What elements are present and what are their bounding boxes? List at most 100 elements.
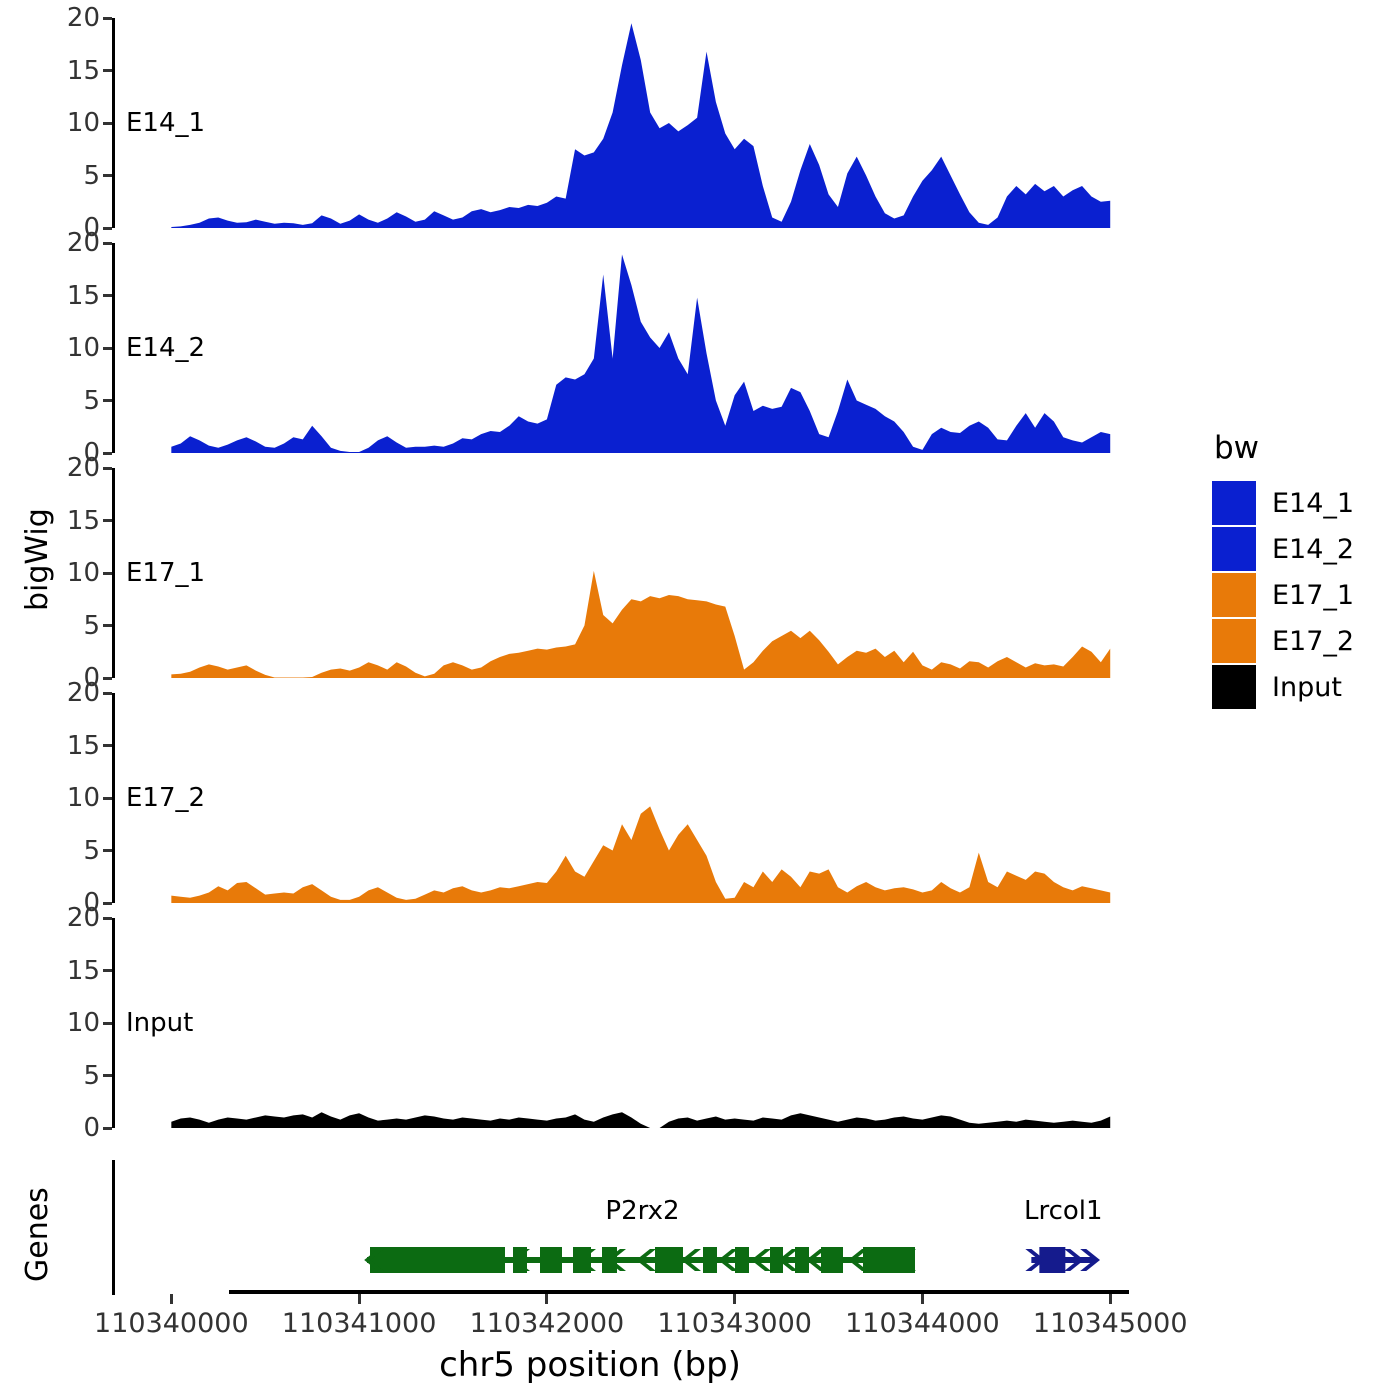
x-axis-title: chr5 position (bp)	[439, 1345, 741, 1385]
y-tick	[103, 16, 112, 20]
legend-swatch	[1212, 527, 1256, 571]
legend-item-input[interactable]: Input	[1212, 664, 1392, 710]
x-tick-label: 110342000	[469, 1308, 625, 1339]
gene-strand-arrow	[1025, 1249, 1046, 1271]
y-tick	[103, 1021, 112, 1025]
legend-item-e14_2[interactable]: E14_2	[1212, 526, 1392, 572]
gene-strand-arrow	[718, 1249, 738, 1271]
track-label-e17_2: E17_2	[126, 783, 206, 813]
gene-strand-arrow	[751, 1249, 771, 1271]
y-tick	[103, 69, 112, 72]
gene-strand-arrow	[806, 1249, 826, 1271]
genes-axis-line	[112, 1160, 115, 1295]
gene-strand-arrow	[576, 1249, 596, 1271]
track-label-e14_2: E14_2	[126, 333, 206, 363]
legend-title: bw	[1214, 430, 1260, 466]
y-tick-label: 0	[83, 1113, 100, 1143]
x-tick	[733, 1294, 737, 1304]
track-plot-area	[115, 468, 1129, 678]
gene-exon-p2rx2-5	[655, 1247, 683, 1273]
y-tick-label: 20	[66, 228, 100, 258]
y-tick	[103, 346, 112, 350]
y-tick-label: 0	[83, 663, 100, 693]
y-tick	[103, 121, 112, 125]
y-tick-label: 0	[83, 438, 100, 468]
track-label-e17_1: E17_1	[126, 558, 206, 588]
track-area-e17_2	[171, 806, 1111, 903]
track-panel-e14_2: 0 5 10 15 20 E14_2	[67, 228, 1129, 468]
track-area-input	[171, 1112, 1111, 1128]
gene-exon-p2rx2-0	[370, 1247, 505, 1273]
y-tick-label: 5	[83, 1060, 100, 1091]
y-tick	[103, 451, 112, 455]
y-tick-label: 20	[66, 903, 100, 933]
track-panel-e17_2: 0 5 10 15 20 E17_2	[67, 678, 1129, 918]
x-tick-label: 110341000	[281, 1308, 437, 1339]
y-tick	[103, 226, 112, 230]
y-tick	[103, 1126, 112, 1130]
gene-strand-arrow	[1080, 1249, 1100, 1271]
gene-exon-p2rx2-7	[735, 1247, 749, 1273]
legend-swatch	[1212, 481, 1256, 525]
y-tick	[103, 519, 112, 522]
y-tick-label: 5	[83, 385, 100, 416]
x-axis-line	[229, 1290, 1129, 1294]
y-tick-label: 10	[66, 108, 100, 138]
y-tick	[103, 294, 112, 297]
y-axis-line	[112, 468, 115, 678]
x-tick-label: 110343000	[657, 1308, 812, 1339]
legend-item-e17_1[interactable]: E17_1	[1212, 572, 1392, 618]
y-tick	[103, 174, 112, 177]
y-tick	[103, 969, 112, 972]
y-tick-label: 15	[66, 55, 100, 86]
y-tick	[103, 744, 112, 747]
y-axis-line	[112, 918, 115, 1128]
legend-label: E14_2	[1272, 533, 1355, 565]
legend: bw E14_1 E14_2 E17_1 E17_2 Input	[1212, 430, 1392, 710]
gene-strand-arrow	[848, 1249, 868, 1271]
track-panel-input: 0 5 10 15 20 Input	[67, 903, 1129, 1143]
x-axis: 110340000 110341000 110342000 110343000 1103…	[94, 1290, 1188, 1339]
gene-exon-p2rx2-9	[795, 1247, 809, 1273]
y-tick	[103, 901, 112, 905]
legend-item-e14_1[interactable]: E14_1	[1212, 480, 1392, 526]
gene-strand-arrow	[778, 1249, 798, 1271]
track-plot-area	[115, 693, 1129, 903]
y-tick	[103, 466, 112, 470]
legend-label: Input	[1272, 671, 1342, 703]
x-tick	[357, 1294, 361, 1304]
y-tick-label: 15	[66, 505, 100, 536]
y-tick-label: 0	[83, 213, 100, 243]
y-axis-line	[112, 243, 115, 453]
gene-exon-p2rx2-6	[703, 1247, 717, 1273]
y-tick-label: 10	[66, 333, 100, 363]
gene-label-p2rx2: P2rx2	[605, 1196, 680, 1226]
gene-strand-arrow	[606, 1249, 626, 1271]
y-tick-label: 10	[66, 783, 100, 813]
gene-exon-p2rx2-11	[863, 1247, 915, 1273]
gene-strand-arrow	[636, 1249, 656, 1271]
track-area-e14_1	[171, 23, 1111, 228]
legend-item-e17_2[interactable]: E17_2	[1212, 618, 1392, 664]
track-panel-e17_1: 0 5 10 15 20 E17_1	[67, 453, 1129, 693]
legend-label: E17_1	[1272, 579, 1355, 611]
y-tick-label: 20	[66, 678, 100, 708]
x-tick	[545, 1294, 549, 1304]
gene-strand-arrow	[510, 1249, 530, 1271]
y-axis-line	[112, 693, 115, 903]
y-axis-label-bigwig: bigWig	[20, 508, 55, 612]
y-tick-label: 0	[83, 888, 100, 918]
y-tick	[103, 399, 112, 402]
x-tick	[1108, 1294, 1112, 1304]
gene-strand-arrow	[1064, 1249, 1084, 1271]
gene-strand-arrow	[364, 1249, 384, 1271]
y-tick-label: 10	[66, 1008, 100, 1038]
track-area-e14_2	[171, 254, 1111, 453]
y-tick	[103, 624, 112, 627]
gene-label-lrcol1: Lrcol1	[1023, 1196, 1103, 1226]
track-label-input: Input	[126, 1008, 194, 1038]
x-tick	[169, 1294, 173, 1304]
legend-rows: E14_1 E14_2 E17_1 E17_2 Input	[1212, 480, 1392, 710]
track-label-e14_1: E14_1	[126, 108, 206, 138]
legend-swatch	[1212, 619, 1256, 663]
